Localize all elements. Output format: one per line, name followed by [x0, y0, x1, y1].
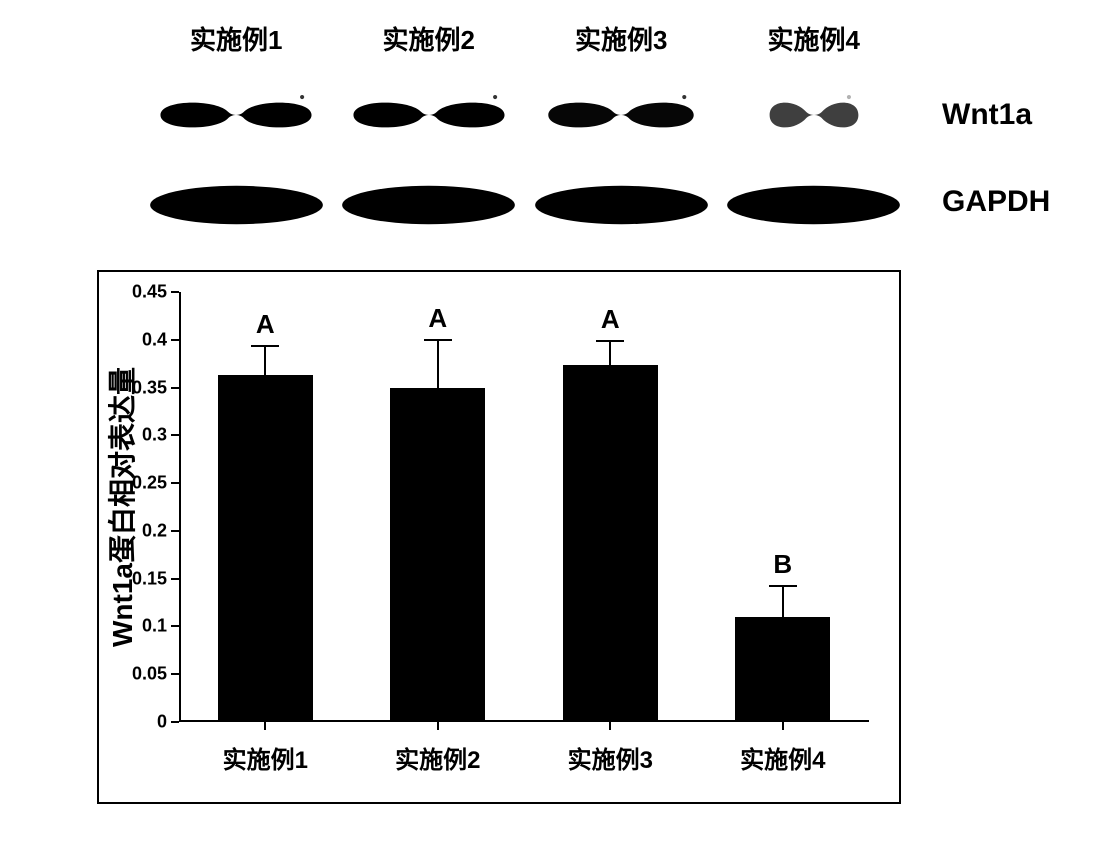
y-tick — [171, 721, 179, 723]
lane-label: 实施例1 — [140, 20, 333, 57]
y-tick-label: 0.35 — [132, 377, 167, 398]
error-bar — [264, 346, 266, 375]
x-tick-label: 实施例1 — [223, 740, 308, 775]
gapdh-band — [140, 170, 333, 240]
y-axis-title: Wnt1a蛋白相对表达量 — [101, 367, 141, 647]
x-tick — [782, 722, 784, 730]
wnt1a-band — [718, 80, 911, 150]
y-tick-label: 0.4 — [142, 329, 167, 350]
western-blot-panel: 实施例1实施例2实施例3实施例4 Wnt1a GAPDH — [22, 20, 1082, 260]
wnt1a-band — [525, 80, 718, 150]
y-tick — [171, 434, 179, 436]
y-tick — [171, 530, 179, 532]
bar — [563, 365, 658, 722]
bar — [218, 375, 313, 722]
lane-labels-row: 实施例1实施例2实施例3实施例4 — [140, 20, 910, 57]
y-tick — [171, 482, 179, 484]
wnt1a-band — [140, 80, 333, 150]
blot-row-label-gapdh: GAPDH — [942, 185, 1050, 219]
significance-label: A — [601, 304, 620, 335]
significance-label: A — [256, 309, 275, 340]
y-tick-label: 0.45 — [132, 282, 167, 303]
plot-area: Wnt1a蛋白相对表达量 AAAB 00.050.10.150.20.250.3… — [179, 292, 869, 722]
y-tick-label: 0.2 — [142, 520, 167, 541]
x-tick — [437, 722, 439, 730]
lane-label: 实施例2 — [333, 20, 526, 57]
y-tick-label: 0.25 — [132, 473, 167, 494]
bar-chart: Wnt1a蛋白相对表达量 A A A B 0 0.05 0.1 0.15 0.2 0.25 0.3… — [97, 270, 901, 804]
blot-row-wnt1a — [140, 80, 910, 150]
x-tick — [264, 722, 266, 730]
error-cap — [596, 340, 624, 342]
y-tick — [171, 291, 179, 293]
error-cap — [769, 585, 797, 587]
blot-row-label-wnt1a: Wnt1a — [942, 98, 1032, 132]
bar — [735, 617, 830, 722]
y-tick-label: 0.3 — [142, 425, 167, 446]
figure-root: 实施例1实施例2实施例3实施例4 Wnt1a GAPDH Wnt1a蛋白相对表达… — [22, 20, 1082, 804]
error-bar — [437, 340, 439, 388]
y-tick-label: 0.05 — [132, 664, 167, 685]
y-tick — [171, 387, 179, 389]
y-tick — [171, 339, 179, 341]
error-cap — [424, 339, 452, 341]
y-tick-label: 0 — [157, 712, 167, 733]
y-tick — [171, 625, 179, 627]
lane-label: 实施例4 — [718, 20, 911, 57]
x-tick-label: 实施例4 — [740, 740, 825, 775]
lane-label: 实施例3 — [525, 20, 718, 57]
wnt1a-band — [333, 80, 526, 150]
x-tick-label: 实施例2 — [395, 740, 480, 775]
bar — [390, 388, 485, 722]
y-tick-label: 0.15 — [132, 568, 167, 589]
bars-layer: A A A B — [179, 292, 869, 722]
x-tick — [609, 722, 611, 730]
gapdh-band — [333, 170, 526, 240]
y-tick-label: 0.1 — [142, 616, 167, 637]
gapdh-band — [525, 170, 718, 240]
error-bar — [609, 341, 611, 365]
x-tick-label: 实施例3 — [568, 740, 653, 775]
y-tick — [171, 673, 179, 675]
error-cap — [251, 345, 279, 347]
gapdh-band — [718, 170, 911, 240]
error-bar — [782, 586, 784, 617]
significance-label: B — [773, 549, 792, 580]
blot-row-gapdh — [140, 170, 910, 240]
y-tick — [171, 578, 179, 580]
significance-label: A — [428, 303, 447, 334]
